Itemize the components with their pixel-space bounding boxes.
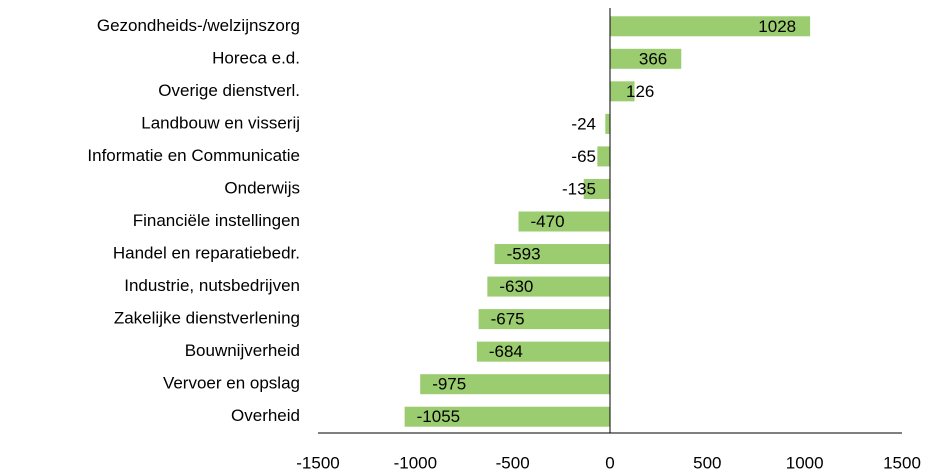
y-tick-label: Overheid [231,406,300,425]
data-label: -675 [491,310,525,329]
x-tick-label: 0 [605,453,614,472]
bar [420,374,610,395]
y-tick-label: Gezondheids-/welzijnszorg [97,16,300,35]
bar [583,178,610,199]
y-tick-label: Overige dienstverl. [158,81,300,100]
data-label: -630 [499,277,533,296]
data-label: -470 [531,212,565,231]
data-label: 366 [639,49,667,68]
x-tick-label: 1000 [786,453,824,472]
y-tick-label: Horeca e.d. [212,48,300,67]
bar [494,244,610,265]
bar [605,113,610,134]
x-tick-label: -500 [496,453,530,472]
y-tick-label: Onderwijs [224,178,300,197]
data-label: -65 [571,147,596,166]
bar [597,146,610,167]
y-tick-label: Handel en reparatiebedr. [113,244,300,263]
y-tick-label: Vervoer en opslag [163,374,300,393]
data-label: -1055 [417,407,460,426]
data-label: 126 [626,82,654,101]
data-label: -135 [562,179,596,198]
y-tick-label: Financiële instellingen [133,211,300,230]
bar [610,81,635,102]
data-label: -593 [507,245,541,264]
bar [487,276,610,297]
data-label: -24 [571,114,596,133]
y-tick-label: Zakelijke dienstverlening [114,309,300,328]
y-tick-label: Bouwnijverheid [185,341,300,360]
bar [476,341,610,362]
data-label: -684 [489,342,523,361]
y-tick-label: Landbouw en visserij [141,113,300,132]
x-tick-label: 1500 [883,453,921,472]
bar [478,309,610,330]
bar [518,211,610,232]
x-tick-label: -1000 [394,453,437,472]
x-tick-label: 500 [693,453,721,472]
bar [610,16,811,37]
x-tick-label: -1500 [296,453,339,472]
data-label: -975 [432,375,466,394]
data-label: 1028 [758,17,796,36]
y-tick-label: Industrie, nutsbedrijven [124,276,300,295]
bar [610,48,682,69]
y-tick-label: Informatie en Communicatie [87,146,300,165]
bar [404,406,610,427]
